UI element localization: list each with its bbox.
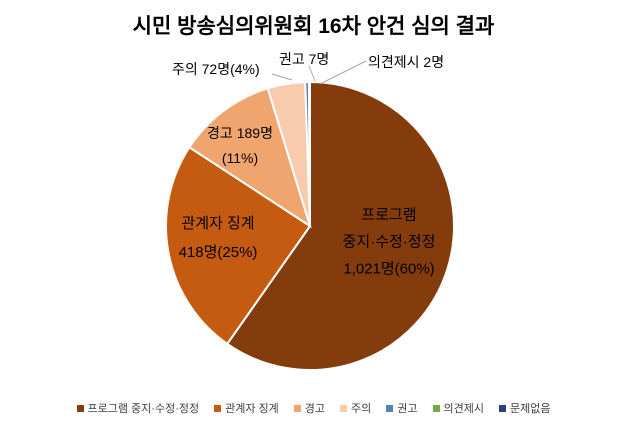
- legend-item-opinion: 의견제시: [432, 400, 484, 416]
- legend-swatch-program: [76, 404, 84, 412]
- data-label-program: 프로그램 중지·수정·정정 1,021명(60%): [343, 202, 436, 283]
- legend-item-recommend: 권고: [386, 400, 418, 416]
- leader-line-recommend: [308, 65, 316, 82]
- legend-item-caution: 주의: [340, 400, 371, 416]
- pie-slice-related: [165, 145, 312, 346]
- pie-slices: [165, 80, 455, 371]
- legend-label-program: 프로그램 중지·수정·정정: [87, 403, 200, 415]
- data-label-warning-line2: (11%): [221, 150, 259, 166]
- legend-label-related: 관계자 징계: [225, 403, 279, 415]
- legend-swatch-noproblem: [499, 404, 506, 412]
- data-label-warning: 경고 189명 (11%): [207, 121, 273, 171]
- legend-item-related: 관계자 징계: [214, 400, 279, 416]
- legend-label-recommend: 권고: [397, 403, 418, 415]
- data-label-warning-line1: 경고 189명: [207, 125, 273, 141]
- data-label-related-line1: 관계자 징계: [181, 215, 255, 232]
- legend-item-noproblem: 문제없음: [499, 400, 550, 416]
- legend-swatch-warning: [293, 404, 301, 412]
- legend-swatch-caution: [340, 404, 348, 412]
- legend-swatch-recommend: [386, 404, 394, 412]
- data-label-related: 관계자 징계 418명(25%): [179, 209, 258, 267]
- leader-line-opinion: [321, 60, 367, 84]
- data-label-program-line1: 프로그램: [361, 206, 417, 224]
- legend-swatch-related: [214, 404, 222, 412]
- legend-swatch-opinion: [432, 404, 440, 412]
- legend-label-noproblem: 문제없음: [510, 403, 551, 415]
- legend-item-program: 프로그램 중지·수정·정정: [76, 400, 200, 416]
- data-label-program-line2: 중지·수정·정정: [342, 233, 436, 251]
- pie-slice-opinion: [307, 80, 311, 227]
- legend-label-opinion: 의견제시: [443, 403, 484, 415]
- chart-title: 시민 방송심의위원회 16차 안건 심의 결과: [132, 15, 495, 38]
- pie-slice-warning: [188, 87, 312, 229]
- data-label-related-line2: 418명(25%): [178, 244, 258, 261]
- pie-slice-program: [225, 80, 455, 371]
- legend-item-warning: 경고: [293, 400, 326, 416]
- legend-label-caution: 주의: [351, 403, 372, 415]
- data-label-program-line3: 1,021명(60%): [343, 260, 435, 278]
- data-label-caution: 주의 72명(4%): [172, 61, 260, 77]
- legend-label-warning: 경고: [304, 403, 326, 415]
- data-label-recommend: 권고 7명: [279, 51, 330, 67]
- leader-line-caution: [271, 73, 293, 81]
- data-label-opinion: 의견제시 2명: [368, 54, 445, 70]
- chart-legend: 프로그램 중지·수정·정정 관계자 징계 경고 주의 권고 의견제시 문제없음: [0, 400, 627, 416]
